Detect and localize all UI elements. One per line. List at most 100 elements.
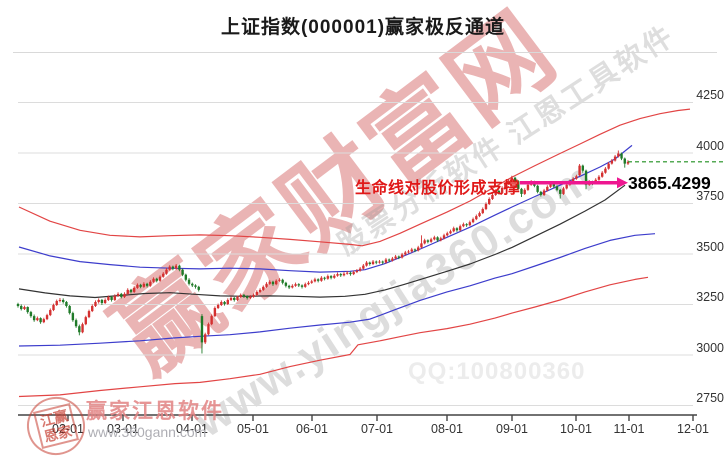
candle-body — [223, 301, 226, 304]
candle-body — [65, 301, 68, 307]
candle-body — [126, 289, 129, 294]
candle-body — [333, 275, 336, 278]
candle-body — [578, 165, 581, 176]
y-axis-label: 4000 — [696, 138, 724, 153]
y-axis-label: 3750 — [696, 189, 724, 203]
candle-body — [362, 265, 365, 269]
candle-body — [94, 301, 97, 307]
candle-body — [517, 181, 520, 189]
candle-body — [29, 312, 33, 317]
candle-body — [365, 262, 368, 266]
candle-body — [510, 177, 514, 181]
candle-body — [216, 305, 220, 309]
candle-body — [32, 316, 36, 321]
candle-body — [326, 276, 330, 279]
candle-body — [26, 307, 29, 313]
candle-body — [20, 306, 23, 310]
x-axis-label: 11-01 — [613, 422, 645, 436]
candle-body — [136, 284, 139, 288]
candle-body — [484, 204, 488, 210]
candle-body — [45, 315, 49, 320]
candle-body — [81, 324, 84, 333]
candle-body — [584, 170, 588, 185]
candle-body — [562, 188, 565, 194]
candle-body — [294, 284, 297, 286]
candle-body — [500, 187, 504, 193]
candle-body — [539, 191, 543, 195]
life-line-value-label: 3865.4299 — [628, 173, 711, 193]
candle-body — [571, 178, 575, 182]
candle-body — [265, 283, 268, 287]
candle-body — [600, 172, 604, 177]
candle-body — [523, 189, 526, 194]
candle-body — [84, 317, 87, 325]
candle-body — [423, 240, 426, 244]
candle-body — [387, 259, 391, 261]
candle-body — [555, 186, 559, 190]
candle-body — [433, 237, 436, 240]
y-axis-label: 3250 — [696, 290, 724, 304]
candle-body — [23, 307, 26, 310]
candle-body — [197, 286, 200, 290]
candle-body — [291, 285, 294, 288]
candle-body — [307, 282, 310, 285]
x-axis-label: 05-01 — [237, 422, 269, 436]
candle-body — [507, 180, 510, 184]
candle-body — [497, 190, 501, 193]
candle-body — [268, 281, 271, 284]
candle-body — [52, 305, 55, 311]
candle-body — [113, 295, 117, 300]
candle-body — [623, 158, 626, 164]
candle-body — [203, 334, 207, 343]
candle-body — [152, 278, 155, 282]
candle-body — [520, 188, 523, 194]
candle-body — [620, 153, 623, 159]
candle-body — [336, 274, 339, 276]
candle-body — [455, 228, 459, 231]
candle-body — [400, 254, 404, 258]
candle-body — [174, 265, 178, 269]
candle-body — [481, 209, 484, 214]
x-axis-label: 10-01 — [560, 422, 592, 436]
candle-body — [58, 299, 62, 301]
candle-body — [420, 243, 423, 248]
candle-body — [513, 177, 517, 182]
candle-body — [491, 194, 494, 199]
candle-body — [220, 301, 223, 306]
candle-body — [378, 261, 381, 263]
candle-body — [407, 251, 410, 253]
candle-body — [449, 231, 452, 234]
candle-body — [320, 277, 323, 281]
candle-body — [446, 233, 449, 236]
candle-body — [49, 310, 52, 316]
candle-body — [504, 183, 507, 188]
candle-body — [226, 299, 229, 304]
candle-body — [36, 318, 39, 321]
candle-body — [536, 185, 539, 192]
lower-red-band — [18, 276, 649, 398]
candle-body — [475, 216, 478, 220]
candle-body — [581, 165, 585, 171]
candle-body — [329, 276, 333, 278]
candle-body — [304, 284, 307, 287]
candle-body — [610, 160, 614, 164]
candle-body — [559, 189, 562, 194]
candle-body — [281, 279, 284, 283]
candle-body — [110, 296, 113, 300]
candle-body — [275, 280, 278, 285]
candle-body — [617, 153, 620, 157]
candle-body — [342, 273, 346, 276]
candle-body — [381, 261, 384, 263]
candle-body — [123, 293, 126, 297]
candle-body — [262, 286, 265, 290]
candle-body — [607, 163, 610, 169]
candle-body — [168, 266, 171, 270]
candle-body — [68, 306, 71, 314]
candle-body — [384, 259, 388, 263]
candle-body — [439, 238, 443, 241]
candle-body — [355, 270, 359, 273]
candle-body — [442, 235, 446, 239]
candle-body — [87, 311, 91, 318]
lower-blue-band — [18, 233, 656, 347]
candle-body — [284, 282, 288, 286]
